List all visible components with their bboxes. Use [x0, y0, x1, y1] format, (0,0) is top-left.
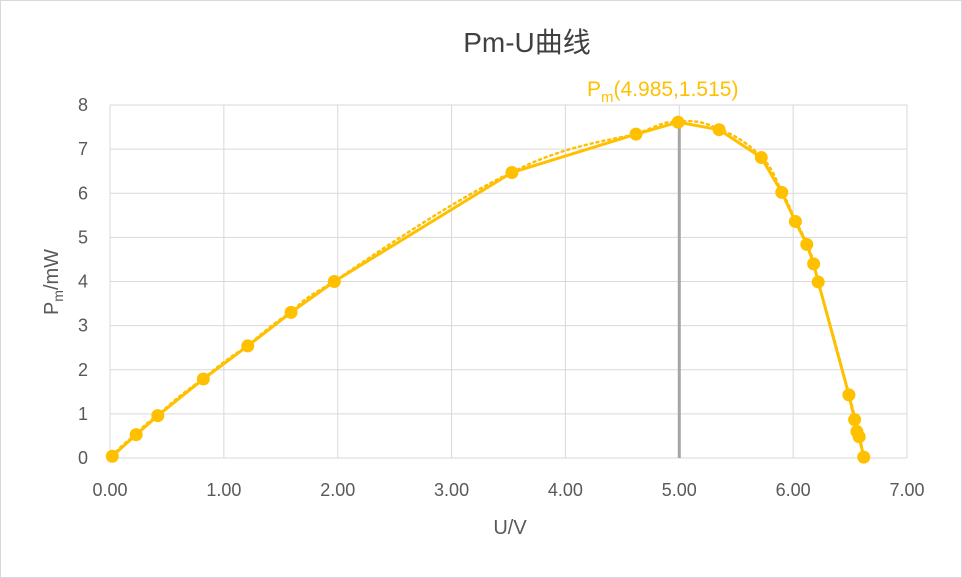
data-point: [284, 305, 298, 319]
data-point: [811, 275, 825, 289]
data-point: [852, 430, 866, 444]
annotation-base: P: [587, 78, 601, 101]
data-point: [848, 413, 862, 427]
data-point: [505, 166, 519, 180]
y-tick-label: 0: [78, 448, 88, 468]
data-point: [129, 428, 143, 442]
annotation-rest: (4.985,1.515): [614, 78, 739, 101]
data-point: [788, 214, 802, 228]
data-point: [712, 123, 726, 137]
x-tick-label: 6.00: [776, 480, 811, 500]
x-tick-label: 4.00: [548, 480, 583, 500]
data-point: [754, 151, 768, 165]
data-point: [629, 127, 643, 141]
x-tick-label: 7.00: [889, 480, 924, 500]
y-tick-label: 1: [78, 404, 88, 424]
data-point: [800, 237, 814, 251]
annotation-subscript: m: [601, 89, 614, 106]
x-tick-label: 2.00: [320, 480, 355, 500]
chart-title: Pm-U曲线: [463, 27, 591, 58]
y-axis-title-rest: /mW: [41, 249, 63, 290]
data-point: [807, 257, 821, 271]
y-tick-label: 8: [78, 95, 88, 115]
data-point: [196, 372, 210, 386]
y-tick-label: 3: [78, 316, 88, 336]
x-tick-label: 3.00: [434, 480, 469, 500]
data-point: [671, 115, 685, 129]
tick-labels: 0.00 1.00 2.00 3.00 4.00 5.00 6.00 7.00 0 1 2 3 4 5 6 7…: [78, 95, 925, 500]
y-tick-label: 4: [78, 272, 88, 292]
x-tick-label: 1.00: [206, 480, 241, 500]
y-axis-title-subscript: m: [50, 290, 66, 302]
x-tick-label: 5.00: [662, 480, 697, 500]
data-point: [775, 185, 789, 199]
y-tick-label: 5: [78, 227, 88, 247]
data-point: [105, 449, 119, 463]
y-tick-label: 7: [78, 139, 88, 159]
y-axis-title-base: P: [41, 302, 63, 315]
x-axis-title: U/V: [493, 517, 527, 539]
y-tick-label: 6: [78, 183, 88, 203]
max-power-annotation: Pm(4.985,1.515): [587, 78, 738, 106]
data-point: [151, 409, 165, 423]
series-line: [111, 120, 866, 458]
data-point: [327, 275, 341, 288]
y-axis-title: Pm/mW: [41, 249, 66, 315]
series-layer: [105, 115, 871, 464]
y-tick-label: 2: [78, 360, 88, 380]
data-point: [857, 450, 871, 464]
data-point: [241, 339, 255, 353]
data-point: [842, 388, 856, 402]
x-tick-label: 0.00: [92, 480, 127, 500]
